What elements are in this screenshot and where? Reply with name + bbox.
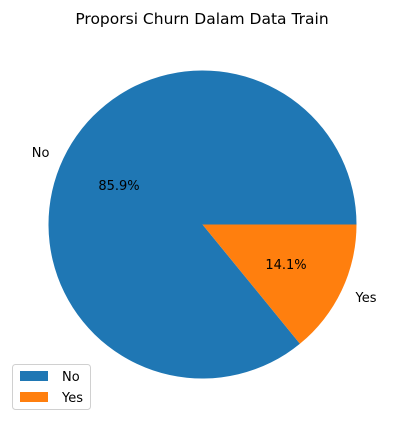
pct-label-no: 85.9% <box>98 179 139 194</box>
pct-label-yes: 14.1% <box>265 258 306 273</box>
legend-label-no: No <box>62 370 80 385</box>
chart-title: Proporsi Churn Dalam Data Train <box>75 10 328 28</box>
legend-swatch-yes <box>20 392 48 402</box>
slice-labels: No 85.9% Yes 14.1% <box>32 146 377 306</box>
legend-label-yes: Yes <box>61 391 83 406</box>
pie-slices <box>48 70 357 379</box>
legend: No Yes <box>12 364 91 410</box>
pie-slice-yes <box>202 224 357 344</box>
pie-slice-no <box>48 70 357 379</box>
legend-swatch-no <box>20 371 48 381</box>
slice-label-no: No <box>32 146 50 161</box>
slice-label-yes: Yes <box>355 291 377 306</box>
